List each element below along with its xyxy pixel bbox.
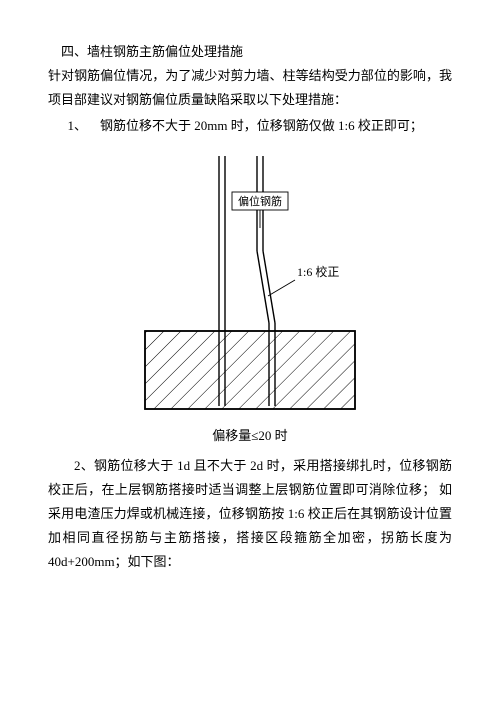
intro-paragraph: 针对钢筋偏位情况，为了减少对剪力墙、柱等结构受力部位的影响，我项目部建议对钢筋偏… — [48, 64, 452, 112]
svg-text:1:6 校正: 1:6 校正 — [297, 264, 339, 279]
diagram-container: 偏位钢筋 1:6 校正 — [48, 156, 452, 416]
svg-text:偏位钢筋: 偏位钢筋 — [238, 194, 282, 208]
correction-diagram: 偏位钢筋 1:6 校正 — [135, 156, 365, 416]
item-1-number: 1、 — [68, 118, 88, 133]
item-1-text: 钢筋位移不大于 20mm 时，位移钢筋仅做 1:6 校正即可； — [100, 118, 423, 133]
section-title: 四、墙柱钢筋主筋偏位处理措施 — [48, 40, 452, 64]
item-2: 2、钢筋位移大于 1d 且不大于 2d 时，采用搭接绑扎时，位移钢筋校正后，在上… — [48, 454, 452, 574]
diagram-caption: 偏移量≤20 时 — [48, 424, 452, 448]
item-1: 1、 钢筋位移不大于 20mm 时，位移钢筋仅做 1:6 校正即可； — [48, 114, 452, 138]
